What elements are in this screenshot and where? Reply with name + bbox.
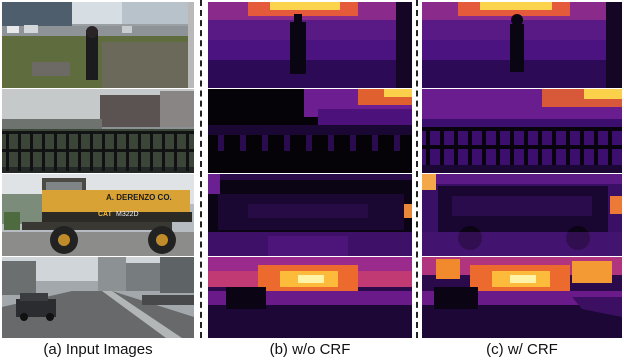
excavator-brand-label: A. DERENZO CO. [106, 193, 172, 202]
depth-with-crf-fence-building [422, 89, 622, 173]
excavator-logo-label: CAT [98, 211, 113, 218]
caption-with-crf: (c) w/ CRF [486, 341, 558, 358]
column-separator-left [200, 0, 202, 338]
input-image-fence-building [2, 89, 194, 173]
input-image-excavator: A. DERENZO CO. CAT M322D [2, 174, 194, 256]
column-separator-right [416, 0, 418, 338]
depth-with-crf-street-person [422, 2, 622, 88]
depth-without-crf-fence-building [208, 89, 412, 173]
depth-with-crf-excavator [422, 174, 622, 256]
input-image-highway-car [2, 257, 194, 338]
caption-input-images: (a) Input Images [43, 341, 153, 358]
depth-without-crf-highway-car [208, 257, 412, 338]
caption-without-crf: (b) w/o CRF [269, 341, 351, 358]
depth-without-crf-excavator [208, 174, 412, 256]
depth-with-crf-highway-car [422, 257, 622, 338]
excavator-model-label: M322D [116, 211, 139, 218]
input-image-street-person [2, 2, 194, 88]
depth-without-crf-street-person [208, 2, 412, 88]
